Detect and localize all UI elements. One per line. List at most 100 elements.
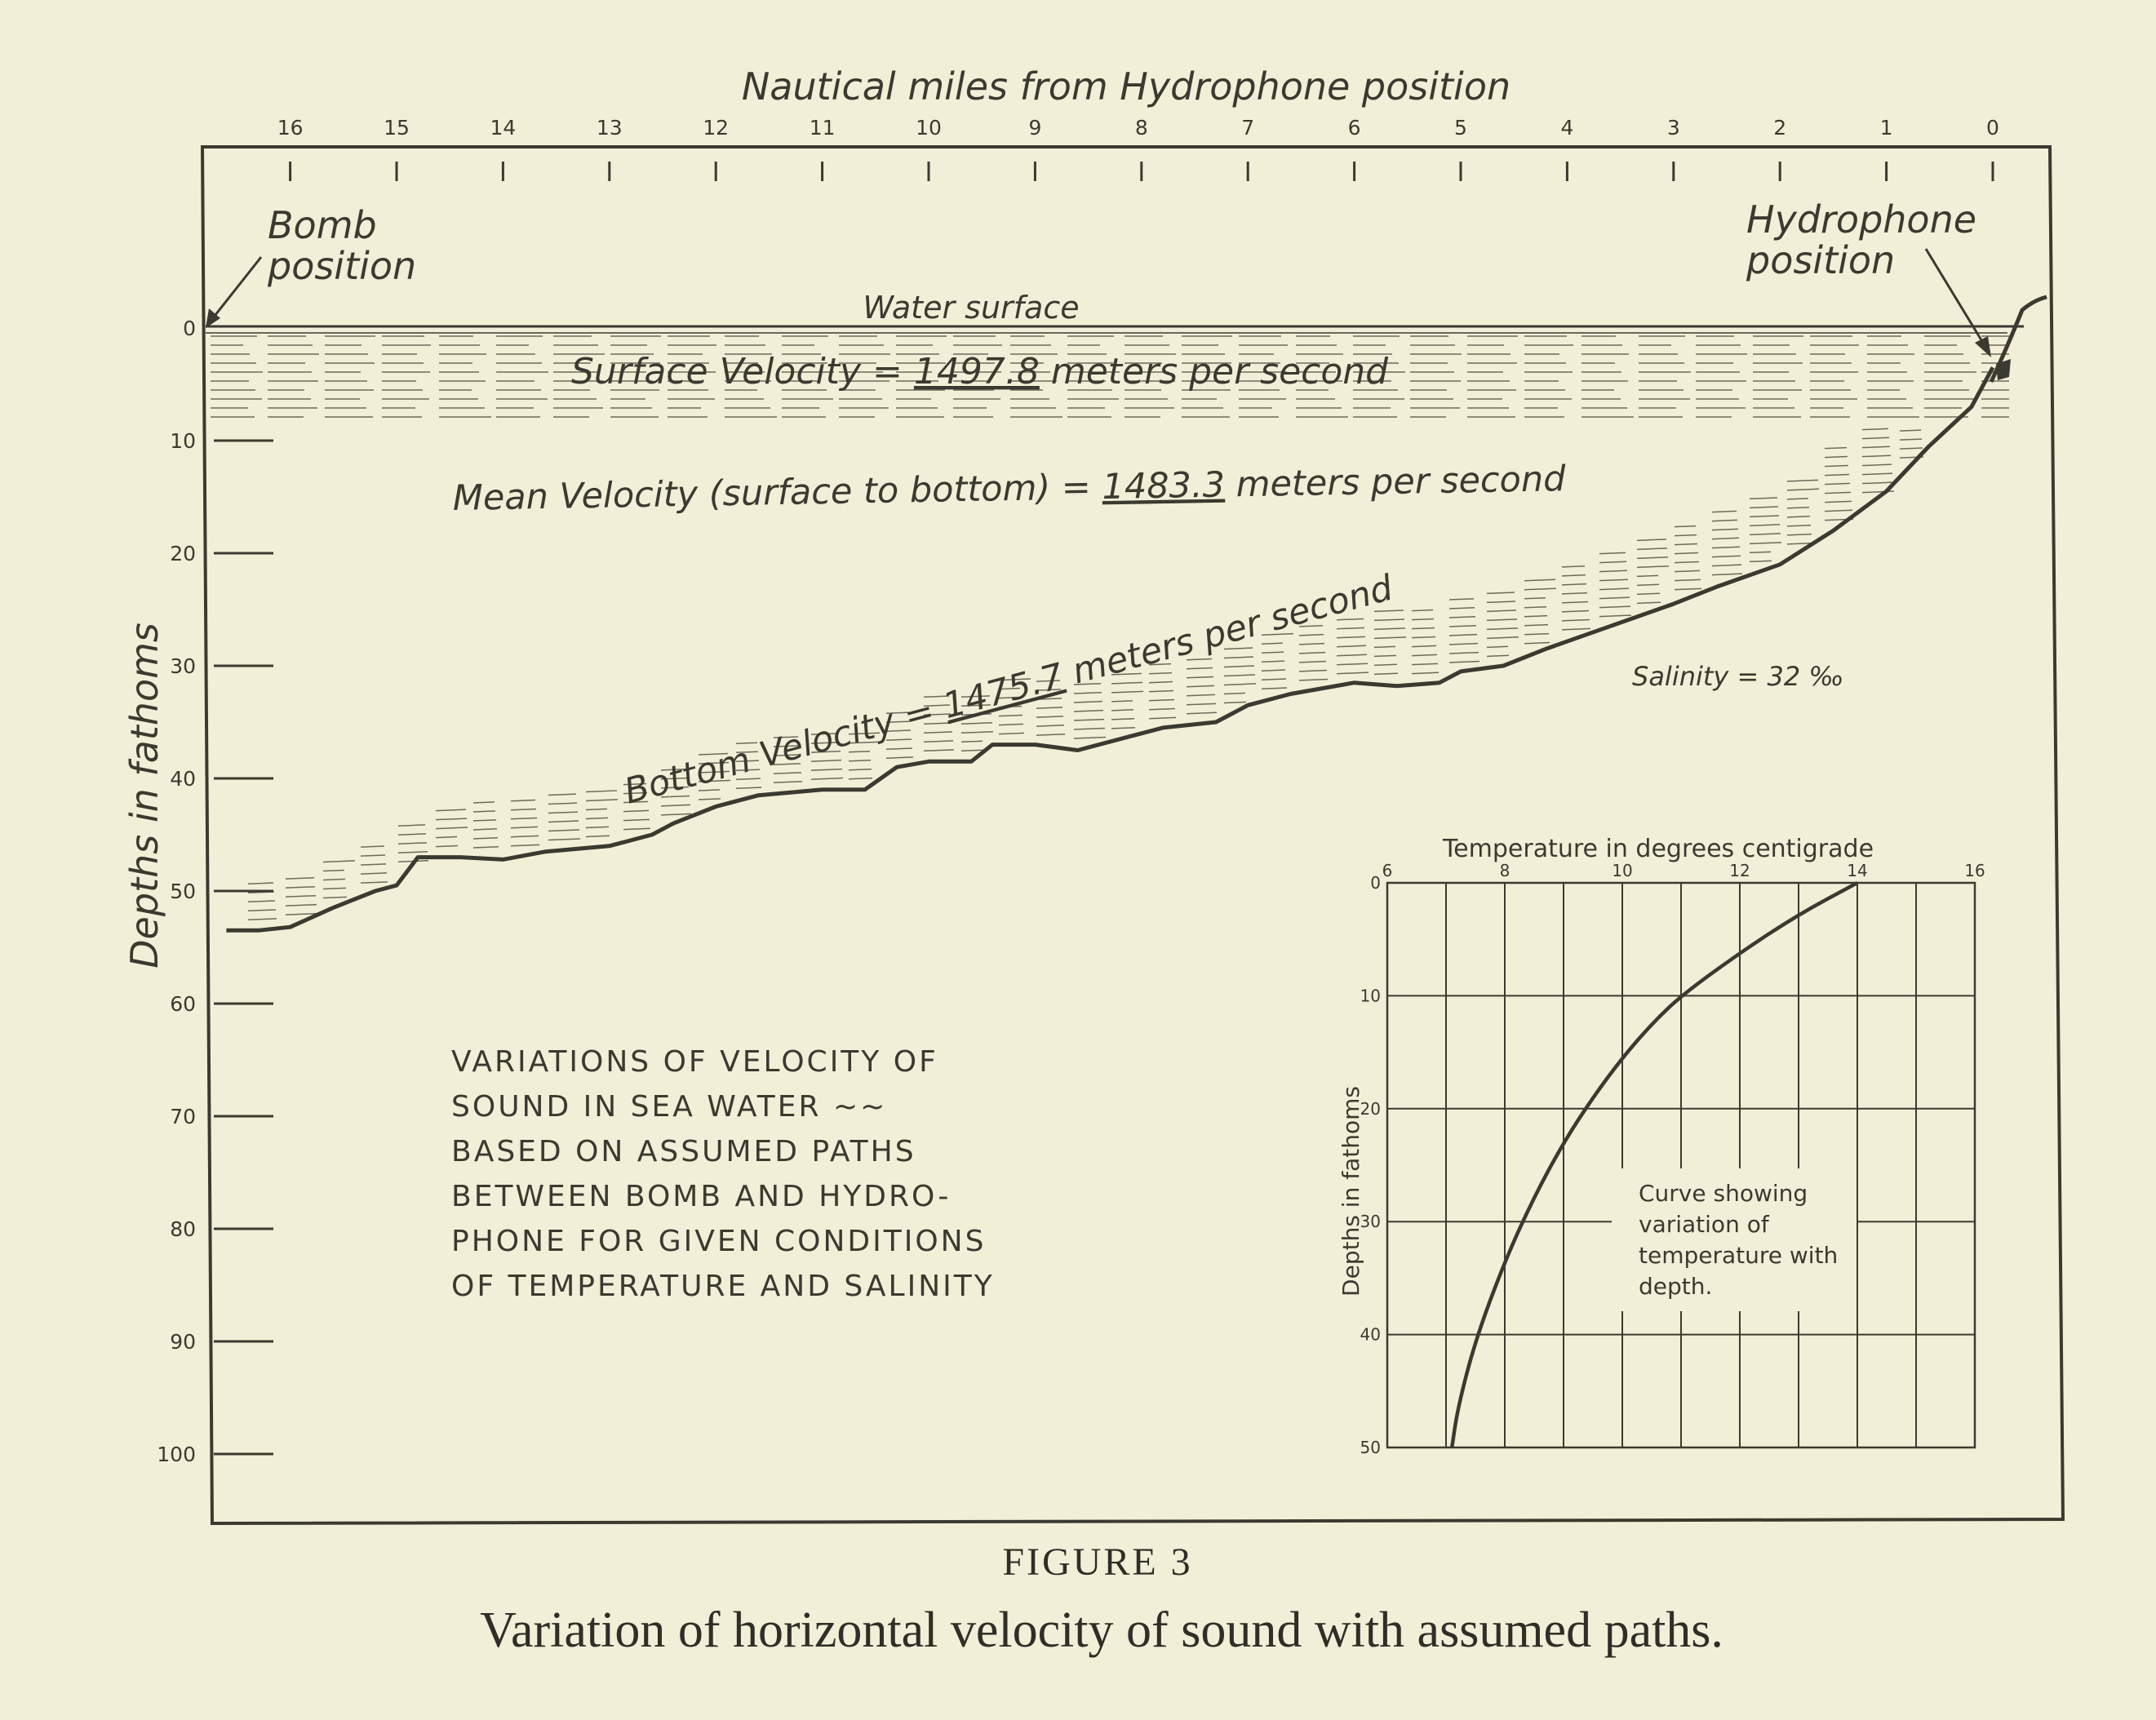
water-hatch-line (1599, 614, 1632, 618)
water-hatch-line (1786, 515, 1811, 518)
water-hatch-line (660, 786, 690, 789)
water-hatch-line (885, 720, 911, 723)
x-tick-label: 14 (490, 116, 516, 140)
water-hatch-line (548, 838, 581, 841)
water-hatch-line (660, 813, 692, 816)
water-hatch-line (1223, 683, 1257, 686)
water-hatch-line (1298, 651, 1326, 654)
x-tick-label: 11 (810, 116, 836, 140)
water-hatch-line (1711, 510, 1737, 513)
water-hatch-line (1186, 667, 1213, 670)
water-hatch-line (773, 763, 801, 765)
water-hatch-line (1411, 663, 1439, 666)
water-hatch-line (1824, 473, 1850, 477)
water-hatch-line (923, 722, 952, 725)
water-hatch-line (247, 909, 277, 912)
water-hatch-line (1824, 500, 1852, 503)
water-hatch-line (1261, 651, 1284, 654)
water-hatch-line (1336, 636, 1366, 639)
water-hatch-line (360, 854, 386, 857)
water-hatch-line (848, 732, 881, 735)
water-hatch-line (1073, 727, 1106, 730)
inset-x-tick-label: 10 (1612, 861, 1632, 880)
description-line: SOUND IN SEA WATER ~~ (451, 1090, 887, 1124)
water-hatch-line (1899, 447, 1923, 450)
water-hatch-line (810, 777, 844, 780)
water-hatch-line (285, 894, 317, 898)
water-hatch-line (472, 837, 499, 840)
water-surface-label: Water surface (863, 290, 1079, 326)
water-hatch-line (1599, 570, 1628, 573)
surface-velocity-value: 1497.8 (914, 351, 1040, 392)
water-hatch-line (1749, 506, 1779, 509)
inset-x-tick-label: 16 (1964, 861, 1985, 880)
water-hatch-line (1148, 663, 1172, 666)
water-hatch-line (247, 900, 276, 903)
x-tick-label: 7 (1241, 116, 1254, 140)
inset-y-tick-label: 50 (1360, 1438, 1381, 1457)
water-hatch-line (1486, 592, 1515, 595)
mean-velocity-value: 1483.3 (1102, 464, 1225, 508)
water-hatch-line (1524, 632, 1550, 636)
water-hatch-line (1111, 709, 1134, 711)
water-hatch-line (1411, 627, 1435, 630)
inset-y-tick-label: 0 (1370, 873, 1381, 893)
water-hatch-line (848, 741, 881, 744)
water-hatch-line (1636, 539, 1667, 542)
inset-x-tick-label: 8 (1500, 861, 1511, 880)
water-hatch-line (247, 882, 274, 885)
water-hatch-line (1448, 633, 1478, 636)
inset-annotation-box (1612, 1168, 1857, 1311)
y-tick-label: 20 (170, 542, 196, 565)
inset-y-tick-label: 30 (1360, 1212, 1381, 1231)
water-hatch-line (1861, 472, 1893, 476)
water-hatch-line (1036, 689, 1062, 691)
water-hatch-line (1111, 726, 1136, 729)
water-hatch-line (810, 768, 843, 771)
water-hatch-line (1674, 552, 1699, 555)
water-hatch-line (1599, 552, 1626, 555)
x-tick-label: 2 (1773, 116, 1786, 140)
water-hatch-line (1711, 519, 1738, 522)
x-tick-label: 10 (916, 116, 942, 140)
water-hatch-line (585, 799, 619, 802)
inset-y-tick-label: 20 (1360, 1099, 1381, 1119)
figure-number: FIGURE 3 (1002, 1540, 1192, 1584)
water-hatch-line (397, 851, 428, 853)
water-hatch-line (698, 789, 721, 791)
water-hatch-line (1336, 654, 1368, 657)
y-tick-label: 60 (170, 992, 196, 1016)
water-hatch-line (1336, 645, 1367, 648)
water-hatch-line (285, 877, 315, 880)
water-hatch-line (1899, 429, 1922, 432)
water-hatch-line (1036, 707, 1063, 709)
water-hatch-line (1186, 711, 1218, 715)
inset-grid (1386, 882, 1976, 1448)
description-line: BETWEEN BOMB AND HYDRO- (451, 1180, 951, 1213)
water-hatch-line (435, 809, 467, 812)
water-hatch-line (1861, 437, 1890, 440)
water-hatch-line (848, 768, 872, 771)
water-hatch-line (1261, 632, 1294, 636)
water-hatch-line (960, 695, 991, 698)
water-hatch-line (1749, 497, 1778, 500)
water-hatch-line (472, 801, 495, 804)
water-hatch-line (1148, 680, 1173, 684)
water-hatch-line (1298, 660, 1327, 663)
water-hatch-line (1223, 692, 1246, 695)
water-hatch-line (322, 887, 347, 890)
x-tick-label: 13 (597, 116, 623, 140)
x-tick-label: 3 (1667, 116, 1680, 140)
surface-velocity-label: Surface Velocity = 1497.8 meters per sec… (571, 351, 1389, 392)
water-hatch-line (1524, 641, 1550, 645)
water-hatch-line (773, 745, 800, 747)
water-hatch-line (435, 836, 458, 839)
water-hatch-line (848, 777, 873, 780)
water-hatch-line (1448, 598, 1475, 601)
water-hatch-line (585, 790, 618, 793)
water-hatch-line (285, 912, 318, 915)
x-tick-label: 1 (1880, 116, 1893, 140)
description-line: PHONE FOR GIVEN CONDITIONS (451, 1225, 986, 1258)
water-hatch-line (1636, 583, 1660, 587)
water-hatch-line (1148, 716, 1177, 720)
